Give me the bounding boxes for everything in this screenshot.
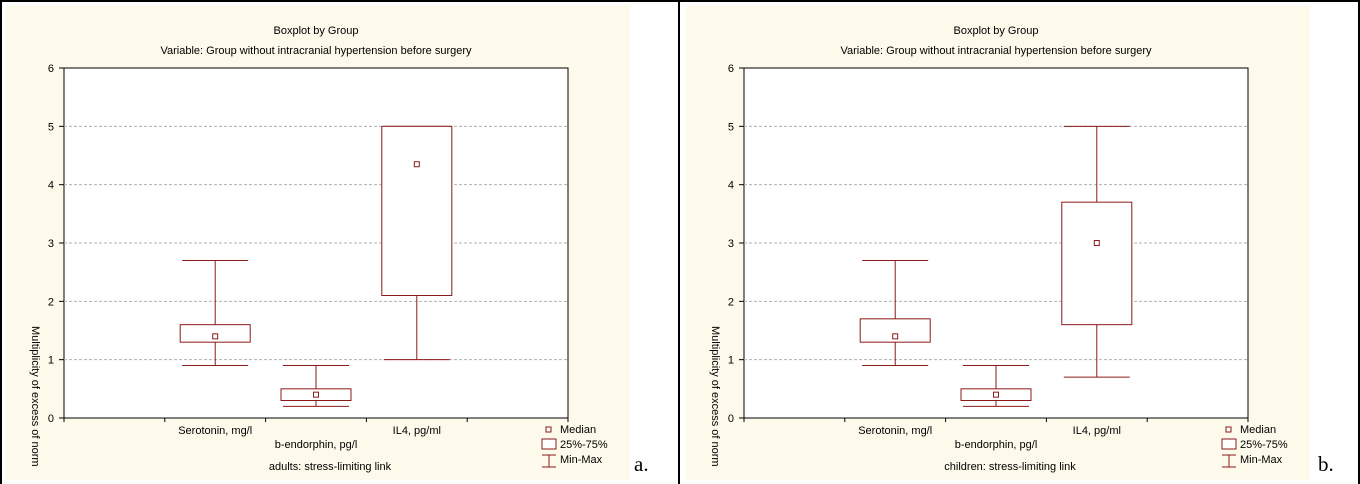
boxplot-panel-b: Boxplot by Group Variable: Group without … [686,6,1310,480]
x-category-label: IL4, pg/ml [393,425,441,437]
y-tick-label: 6 [48,63,54,75]
legend-box-symbol [1221,438,1237,450]
legend-minmax-label: Min-Max [1240,454,1283,466]
chart-footer: adults: stress-limiting link [269,461,392,473]
chart-footer: children: stress-limiting link [944,461,1076,473]
right-border [1358,0,1360,484]
y-tick-label: 5 [728,121,734,133]
x-category-label: b-endorphin, pg/l [275,439,358,451]
top-border [0,0,1360,2]
y-tick-label: 6 [728,63,734,75]
chart-subtitle: Variable: Group without intracranial hyp… [160,45,472,57]
panel-letter-a: a. [634,452,649,476]
y-axis-label: Multiplicity of excess of norm [709,326,721,467]
boxplot-group [280,365,352,407]
y-tick-label: 1 [728,355,734,367]
legend-minmax-label: Min-Max [560,454,603,466]
panel-letter-b: b. [1318,452,1334,476]
y-tick-label: 0 [728,413,734,425]
chart-subtitle: Variable: Group without intracranial hyp… [840,45,1152,57]
y-axis-label: Multiplicity of excess of norm [29,326,41,467]
x-category-label: IL4, pg/ml [1073,425,1121,437]
legend-median-label: Median [560,424,596,436]
iqr-box [381,125,453,297]
boxplot-panel-a: Boxplot by Group Variable: Group without … [6,6,630,480]
median-marker [993,391,999,398]
x-category-label: Serotonin, mg/l [178,425,252,437]
y-tick-label: 5 [48,121,54,133]
y-tick-label: 2 [48,296,54,308]
boxplot-group [381,125,453,361]
legend-median-symbol [1225,426,1232,433]
boxplot-group [1061,125,1133,378]
y-tick-label: 3 [728,238,734,250]
legend-box-label: 25%-75% [560,439,608,451]
x-category-label: Serotonin, mg/l [858,425,932,437]
median-marker [313,391,319,398]
y-tick-label: 3 [48,238,54,250]
legend-box-symbol [541,438,557,450]
boxplot-group [179,260,251,366]
median-marker [413,161,420,168]
legend-median-symbol [545,426,552,433]
iqr-box [859,318,931,343]
chart-title: Boxplot by Group [274,25,359,37]
y-tick-label: 2 [728,296,734,308]
x-category-label: b-endorphin, pg/l [955,439,1038,451]
y-tick-label: 4 [48,180,54,192]
boxplot-group [859,260,931,366]
middle-border [678,0,680,484]
left-border [0,0,2,484]
y-tick-label: 1 [48,355,54,367]
y-tick-label: 0 [48,413,54,425]
boxplot-group [960,365,1032,407]
y-tick-label: 4 [728,180,734,192]
iqr-box [1061,201,1133,326]
legend-box-label: 25%-75% [1240,439,1288,451]
median-marker [892,333,899,340]
median-marker [1093,240,1100,246]
chart-title: Boxplot by Group [954,25,1039,37]
median-marker [212,333,219,340]
legend-median-label: Median [1240,424,1276,436]
